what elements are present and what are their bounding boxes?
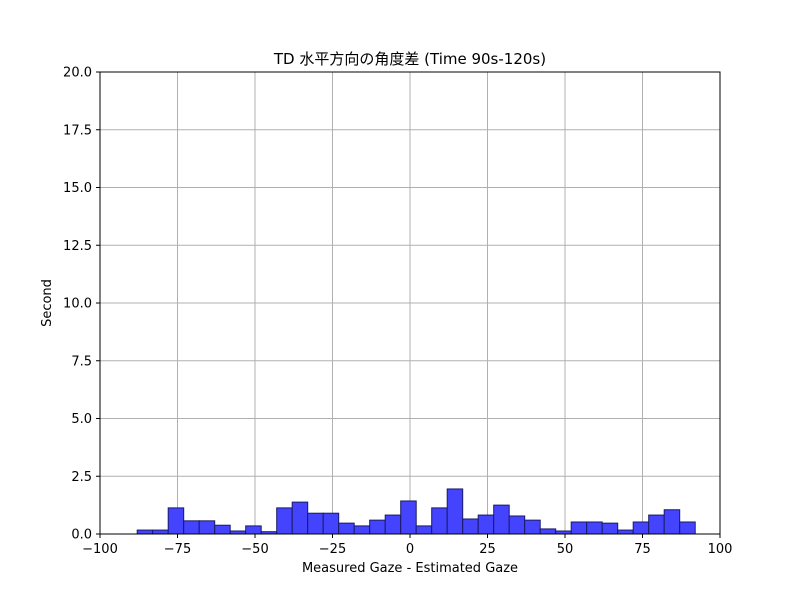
x-tick-label: −50 bbox=[241, 542, 268, 557]
x-tick-label: −100 bbox=[82, 542, 118, 557]
histogram-bars bbox=[136, 488, 696, 535]
grid-lines bbox=[99, 71, 721, 535]
histogram-bar bbox=[415, 525, 433, 535]
x-axis-ticks: −100 −75 −50 −25 0 25 50 75 100 bbox=[82, 534, 732, 557]
histogram-bar bbox=[136, 529, 154, 535]
histogram-bar bbox=[601, 522, 619, 535]
histogram-bar bbox=[384, 514, 402, 535]
x-tick-label: 25 bbox=[479, 542, 496, 557]
histogram-bar bbox=[679, 521, 696, 535]
histogram-bar bbox=[322, 512, 340, 535]
histogram-bar bbox=[663, 509, 681, 535]
histogram-bar bbox=[617, 529, 634, 535]
histogram-bar bbox=[431, 507, 448, 535]
histogram-bar bbox=[167, 507, 185, 535]
histogram-bar bbox=[291, 501, 309, 535]
y-tick-label: 2.5 bbox=[71, 470, 92, 485]
y-tick-label: 17.5 bbox=[63, 123, 92, 138]
histogram-bar bbox=[307, 512, 324, 535]
histogram-bar bbox=[245, 525, 262, 535]
histogram-bar bbox=[524, 519, 541, 535]
x-tick-label: −75 bbox=[164, 542, 191, 557]
histogram-bar bbox=[586, 521, 603, 535]
histogram-bar bbox=[338, 522, 355, 535]
x-tick-label: 0 bbox=[406, 542, 414, 557]
y-tick-label: 5.0 bbox=[71, 412, 92, 427]
histogram-bar bbox=[632, 521, 650, 535]
histogram-bar bbox=[462, 518, 479, 535]
histogram-bar bbox=[353, 525, 371, 535]
histogram-bar bbox=[198, 520, 216, 535]
histogram-bar bbox=[183, 520, 200, 535]
histogram-bar bbox=[214, 524, 231, 535]
y-tick-label: 20.0 bbox=[63, 66, 92, 81]
histogram-bar bbox=[446, 488, 464, 535]
x-tick-label: 50 bbox=[557, 542, 574, 557]
histogram-bar bbox=[152, 529, 169, 535]
histogram-bar bbox=[369, 519, 386, 535]
histogram-bar bbox=[648, 514, 665, 535]
histogram-bar bbox=[570, 521, 588, 535]
x-axis-label: Measured Gaze - Estimated Gaze bbox=[302, 561, 518, 576]
y-axis-label: Second bbox=[40, 279, 55, 327]
y-tick-label: 15.0 bbox=[63, 181, 92, 196]
histogram-bar bbox=[276, 507, 293, 535]
y-tick-label: 7.5 bbox=[71, 354, 92, 369]
y-tick-label: 10.0 bbox=[63, 297, 92, 312]
y-tick-label: 0.0 bbox=[71, 528, 92, 543]
histogram-bar bbox=[539, 528, 557, 535]
x-tick-label: −25 bbox=[319, 542, 346, 557]
histogram-bar bbox=[493, 504, 510, 535]
chart-title: TD 水平方向の角度差 (Time 90s-120s) bbox=[273, 50, 546, 68]
histogram-bar bbox=[477, 514, 495, 535]
histogram-bar bbox=[400, 500, 417, 535]
x-tick-label: 100 bbox=[708, 542, 733, 557]
histogram-bar bbox=[508, 515, 526, 535]
y-tick-label: 12.5 bbox=[63, 239, 92, 254]
y-axis-ticks: 0.0 2.5 5.0 7.5 10.0 12.5 15.0 17.5 20.0 bbox=[63, 66, 100, 543]
x-tick-label: 75 bbox=[634, 542, 651, 557]
